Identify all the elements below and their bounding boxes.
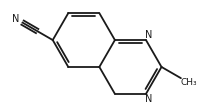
Text: N: N <box>145 94 152 104</box>
Text: N: N <box>145 30 152 40</box>
Text: CH₃: CH₃ <box>181 78 197 87</box>
Text: N: N <box>12 14 20 24</box>
